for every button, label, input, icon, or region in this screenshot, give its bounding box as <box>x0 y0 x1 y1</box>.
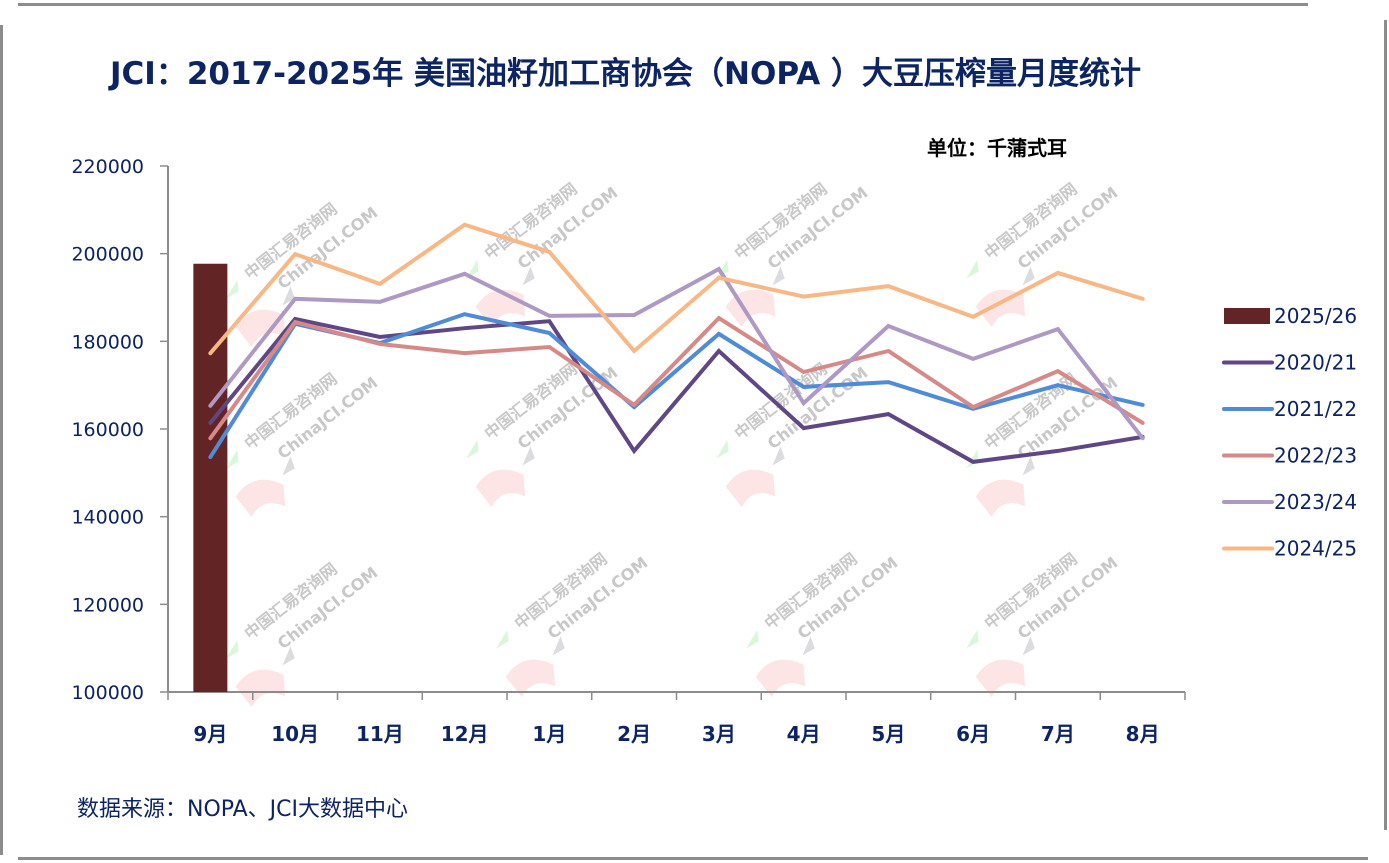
bar-series <box>193 263 228 692</box>
frame-right-border <box>1384 20 1387 830</box>
watermark-logo-green <box>716 439 729 459</box>
y-tick-label: 200000 <box>71 244 144 266</box>
x-tick-label: 9月 <box>193 722 227 746</box>
watermark-logo-green <box>966 629 979 649</box>
watermark-logo-red <box>235 479 286 518</box>
frame-top-border <box>18 3 1308 6</box>
series-line-2022-23 <box>208 315 1145 441</box>
watermark-logo-gray <box>1022 456 1035 476</box>
watermark-logo-gray <box>522 446 535 466</box>
watermark-logo-gray <box>282 456 295 476</box>
x-tick-label: 6月 <box>956 722 990 746</box>
bar-2025-26 <box>193 263 228 692</box>
y-tick-label: 120000 <box>71 594 144 616</box>
x-tick-label: 3月 <box>702 722 736 746</box>
x-tick-label: 12月 <box>441 722 489 746</box>
x-tick-label: 11月 <box>356 722 404 746</box>
legend-label: 2024/25 <box>1274 537 1357 561</box>
watermark-logo-red <box>975 289 1026 328</box>
axes: 100000 120000 140000 160000 180000 200000 2200… <box>71 156 1186 746</box>
y-tick-label: 100000 <box>71 682 144 704</box>
frame-bottom-border <box>18 857 1368 860</box>
legend-label: 2020/21 <box>1274 351 1357 375</box>
series-line-2020-21 <box>208 316 1145 464</box>
x-tick-label: 2月 <box>617 722 651 746</box>
x-tick-label: 1月 <box>532 722 566 746</box>
frame-left-border <box>0 25 3 855</box>
watermark-logo-green <box>746 629 759 649</box>
series-line-2024-25 <box>208 222 1145 356</box>
watermark-logo-red <box>725 469 776 508</box>
x-tick-label: 8月 <box>1126 722 1160 746</box>
x-tick-label: 4月 <box>787 722 821 746</box>
watermark-logo-gray <box>772 446 785 466</box>
legend-swatch-2025-26 <box>1224 308 1270 324</box>
watermark-logo-gray <box>522 266 535 286</box>
watermark-logo-red <box>975 659 1026 698</box>
x-tick-label: 5月 <box>871 722 905 746</box>
x-tick-label: 7月 <box>1041 722 1075 746</box>
watermark-logo-gray <box>1022 636 1035 656</box>
y-tick-label: 160000 <box>71 419 144 441</box>
x-tick-label: 10月 <box>271 722 319 746</box>
watermark-logo-gray <box>282 646 295 666</box>
series-line-2023-24 <box>208 266 1145 441</box>
watermark-logo-green <box>226 639 239 659</box>
y-tick-label: 140000 <box>71 507 144 529</box>
watermark-logo-green <box>716 259 729 279</box>
watermark-logo-green <box>226 279 239 299</box>
y-tick-label: 220000 <box>71 156 144 178</box>
watermark-logo-gray <box>1022 266 1035 286</box>
watermark-logo-green <box>226 449 239 469</box>
legend-label: 2025/26 <box>1274 304 1357 328</box>
watermark-logo-red <box>975 479 1026 518</box>
legend-label: 2021/22 <box>1274 397 1357 421</box>
watermark-logo-red <box>235 669 286 708</box>
watermark-logo-green <box>966 259 979 279</box>
line-series <box>208 222 1145 464</box>
legend: 2025/26 2020/21 2021/22 2022/23 2023/24 2024/… <box>1222 304 1357 561</box>
y-tick-label: 180000 <box>71 331 144 353</box>
chart-title: JCI：2017-2025年 美国油籽加工商协会（NOPA ）大豆压榨量月度统计 <box>110 56 1141 92</box>
watermark-logo-red <box>475 469 526 508</box>
watermark-logo-red <box>235 309 286 348</box>
watermark-logo-green <box>496 629 509 649</box>
watermark-logo-gray <box>282 286 295 306</box>
legend-label: 2023/24 <box>1274 490 1357 514</box>
unit-label: 单位：千蒲式耳 <box>927 136 1067 160</box>
watermark-logo-gray <box>802 636 815 656</box>
watermark-logo-gray <box>552 636 565 656</box>
watermark-logo-red <box>755 659 806 698</box>
watermark-logo-gray <box>772 266 785 286</box>
legend-label: 2022/23 <box>1274 444 1357 468</box>
source-label: 数据来源：NOPA、JCI大数据中心 <box>77 797 409 822</box>
watermark-logo-green <box>466 439 479 459</box>
watermark-logo-green <box>966 449 979 469</box>
watermark-logo-green <box>466 259 479 279</box>
watermark-logo-red <box>505 659 556 698</box>
